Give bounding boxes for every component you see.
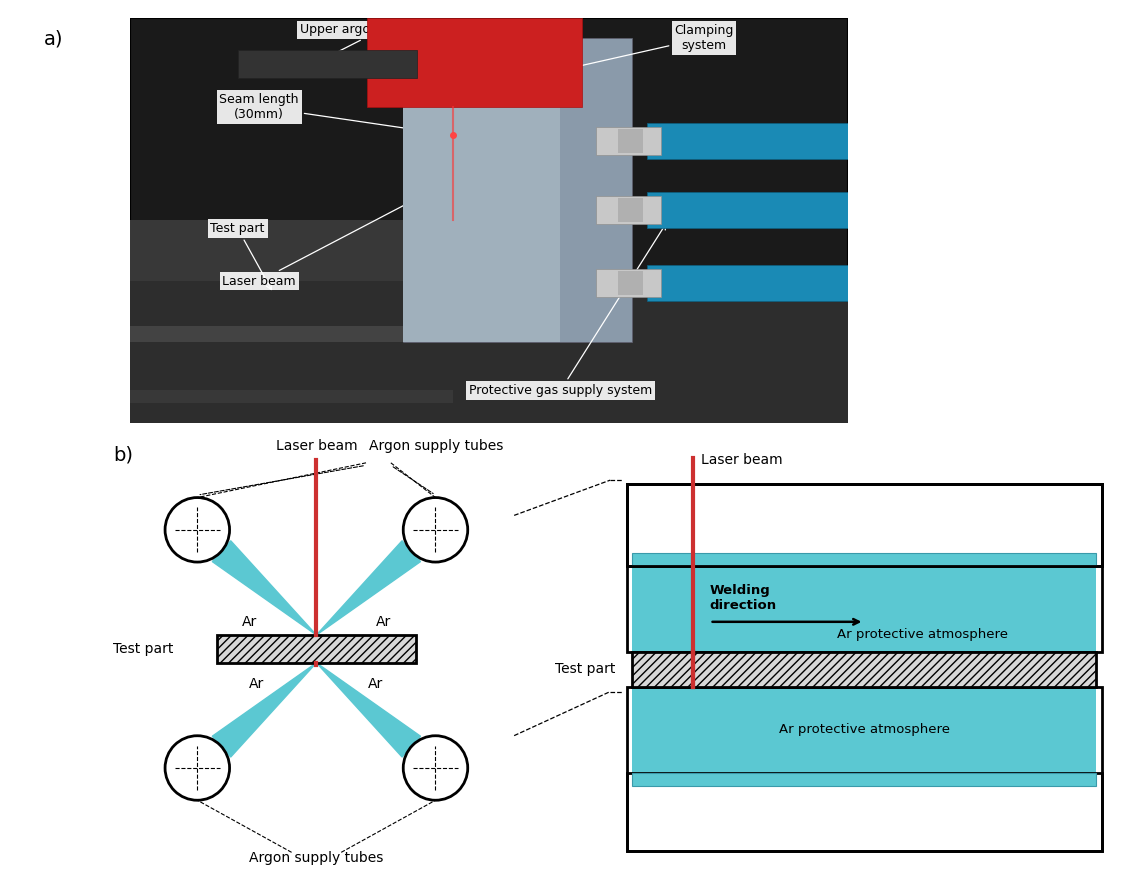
Bar: [633, 566, 1096, 652]
Bar: [597, 196, 661, 225]
Text: Laser beam: Laser beam: [276, 439, 357, 453]
Bar: [627, 484, 1102, 652]
Bar: [646, 123, 848, 159]
Text: Argon supply tubes: Argon supply tubes: [368, 439, 503, 453]
Text: Protective gas supply system: Protective gas supply system: [469, 224, 666, 397]
Bar: [618, 130, 643, 153]
Text: Laser beam: Laser beam: [223, 181, 449, 287]
Text: Ar protective atmosphere: Ar protective atmosphere: [779, 723, 950, 737]
Text: Test part: Test part: [113, 642, 173, 655]
Text: Clamping
system: Clamping system: [529, 24, 733, 79]
Bar: [627, 484, 1102, 566]
Bar: [130, 220, 453, 281]
Text: Ar: Ar: [376, 615, 391, 629]
Bar: [646, 192, 848, 228]
Bar: [627, 686, 1102, 851]
Bar: [402, 38, 560, 342]
Bar: [633, 652, 1096, 686]
Bar: [367, 18, 582, 107]
Bar: [597, 127, 661, 155]
Text: Test part: Test part: [555, 663, 616, 677]
Bar: [633, 552, 1096, 566]
Bar: [627, 773, 1102, 851]
Text: Laser beam: Laser beam: [702, 454, 783, 468]
Polygon shape: [212, 663, 316, 757]
Bar: [217, 635, 416, 663]
Text: Seam length
(30mm): Seam length (30mm): [219, 93, 449, 137]
Bar: [237, 50, 417, 78]
Bar: [627, 484, 1102, 566]
Bar: [633, 686, 1096, 773]
Polygon shape: [212, 541, 316, 635]
Text: Argon supply tubes: Argon supply tubes: [250, 851, 383, 865]
Text: Test part: Test part: [210, 222, 271, 290]
Bar: [618, 198, 643, 222]
Polygon shape: [316, 663, 420, 757]
Bar: [597, 269, 661, 297]
Text: Welding
direction: Welding direction: [710, 584, 776, 612]
Bar: [402, 38, 633, 342]
Text: Ar: Ar: [250, 677, 264, 691]
Polygon shape: [316, 541, 420, 635]
Text: Ar: Ar: [242, 615, 257, 629]
Bar: [646, 265, 848, 301]
Bar: [130, 326, 417, 342]
Text: a): a): [44, 30, 63, 48]
Bar: [618, 270, 643, 295]
Bar: [130, 390, 453, 403]
Bar: [130, 281, 848, 423]
Text: Ar protective atmosphere: Ar protective atmosphere: [837, 628, 1008, 641]
Text: Upper argon supply tubes: Upper argon supply tubes: [301, 23, 462, 64]
Text: Ar: Ar: [368, 677, 383, 691]
Bar: [633, 773, 1096, 786]
Text: b): b): [113, 446, 133, 464]
